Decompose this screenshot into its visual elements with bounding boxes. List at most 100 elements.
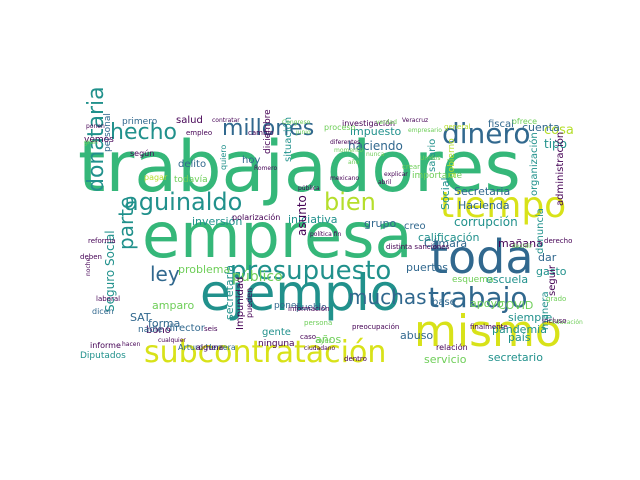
cloud-word: preocupación	[352, 323, 400, 331]
cloud-word: subcontratación	[144, 335, 387, 370]
cloud-word: asunto	[295, 195, 309, 236]
cloud-word: toda	[430, 230, 534, 284]
cloud-word: nunca	[366, 151, 385, 158]
cloud-word: general	[444, 123, 471, 131]
cloud-word: distinta sanciones	[386, 243, 450, 251]
cloud-word: hoy	[242, 155, 261, 166]
cloud-word: corrupción	[454, 215, 518, 229]
cloud-word: bono	[146, 325, 171, 336]
cloud-word: pública	[298, 185, 320, 192]
cloud-word: nadie	[138, 325, 163, 335]
cloud-word: cambio	[248, 129, 274, 137]
cloud-word: Veracruz	[402, 117, 429, 124]
cloud-word: organización	[529, 132, 540, 196]
cloud-word: ley	[150, 262, 180, 286]
cloud-word: Hacienda	[458, 199, 510, 212]
cloud-word: política fin	[310, 231, 342, 238]
cloud-word: año	[348, 159, 360, 166]
cloud-word: todavía	[174, 175, 208, 185]
cloud-word: poner	[274, 301, 301, 311]
cloud-word: Educación	[552, 319, 583, 326]
cloud-word: información	[288, 305, 330, 313]
cloud-word: proceso	[324, 123, 356, 132]
cloud-word: director	[166, 323, 205, 334]
cloud-word: SAT	[130, 311, 151, 324]
cloud-word: ejemplo	[200, 264, 401, 322]
cloud-word: cosa	[544, 123, 574, 138]
cloud-word: seguir	[547, 265, 558, 296]
cloud-word: empleo	[186, 129, 213, 137]
cloud-word: trabajo	[428, 281, 528, 314]
cloud-word: Secretaria	[454, 185, 511, 198]
cloud-word: país	[508, 331, 531, 344]
cloud-word: amparo	[152, 299, 195, 312]
cloud-word: administración	[555, 131, 566, 206]
cloud-word: dentro	[344, 355, 367, 363]
cloud-word: Arturo Herrera	[178, 343, 236, 352]
cloud-word: gente	[262, 327, 291, 338]
cloud-word: haciendo	[348, 139, 403, 153]
cloud-word: muchas	[348, 285, 427, 309]
cloud-word: público	[232, 269, 283, 285]
cloud-word: personal	[103, 113, 113, 152]
cloud-word: finalmente	[470, 323, 508, 331]
cloud-word: Unidos	[420, 155, 441, 162]
cloud-word: Congreso	[282, 119, 311, 126]
cloud-word: cuenta	[522, 121, 560, 134]
cloud-word: cualquier	[158, 337, 186, 344]
cloud-word: esquema	[452, 275, 494, 285]
cloud-word: apoyo	[470, 297, 504, 310]
cloud-word: seis	[204, 325, 218, 333]
cloud-word: Romero	[254, 165, 278, 172]
cloud-word: reforma	[88, 237, 116, 245]
cloud-word: informe	[90, 341, 121, 350]
cloud-word: ofrece	[512, 117, 538, 126]
cloud-word: pueblo	[296, 303, 327, 313]
cloud-word: denuncia	[535, 208, 546, 254]
cloud-word: gasto	[536, 265, 567, 278]
cloud-word: pagar	[144, 173, 168, 182]
cloud-word: dicen	[92, 307, 114, 316]
cloud-word: grado	[546, 295, 567, 303]
cloud-word: decidir	[512, 243, 533, 250]
cloud-word: momento	[334, 147, 363, 154]
cloud-word: COVID	[498, 299, 534, 312]
cloud-word: laboral	[96, 295, 121, 303]
cloud-word: ninguna	[258, 339, 295, 349]
cloud-word: mismo	[414, 306, 562, 357]
cloud-word: hacen	[122, 341, 141, 348]
cloud-word: caso	[300, 333, 317, 341]
cloud-word: derecho	[544, 237, 573, 245]
cloud-word: mañana	[498, 237, 543, 250]
cloud-word: polarización	[232, 213, 281, 222]
cloud-word: presupuesto	[230, 256, 392, 286]
cloud-word: alguna	[196, 343, 224, 352]
cloud-word: explicar	[384, 171, 408, 178]
cloud-word: Diputados	[80, 351, 126, 361]
cloud-word: creo	[404, 221, 426, 232]
cloud-word: tiempo	[440, 185, 567, 226]
cloud-word: deben	[80, 253, 102, 261]
cloud-word: dinero	[442, 117, 531, 150]
cloud-word: vemos	[84, 135, 114, 145]
cloud-word: parte	[114, 196, 138, 250]
cloud-word: servicio	[424, 353, 467, 366]
cloud-word: inversión	[192, 215, 243, 228]
cloud-word: problema	[178, 263, 231, 276]
cloud-word: mexicano	[330, 175, 360, 182]
cloud-word: crear	[402, 163, 421, 171]
cloud-word: quiero	[219, 144, 228, 170]
cloud-word: puertos	[406, 261, 449, 274]
cloud-word: persona	[304, 319, 333, 327]
cloud-word: pandemia	[492, 323, 547, 336]
cloud-word: forma	[148, 317, 181, 330]
cloud-word: años	[315, 333, 342, 346]
cloud-word: delito	[178, 159, 207, 170]
cloud-word: iniciativa	[288, 213, 338, 226]
cloud-word: tipo	[544, 137, 567, 151]
cloud-word: trabajadores	[78, 126, 521, 208]
cloud-word: calificación	[418, 231, 480, 244]
cloud-word: ciudadano	[304, 345, 336, 352]
cloud-word: abuso	[400, 329, 434, 342]
cloud-word: incluso	[542, 317, 567, 325]
